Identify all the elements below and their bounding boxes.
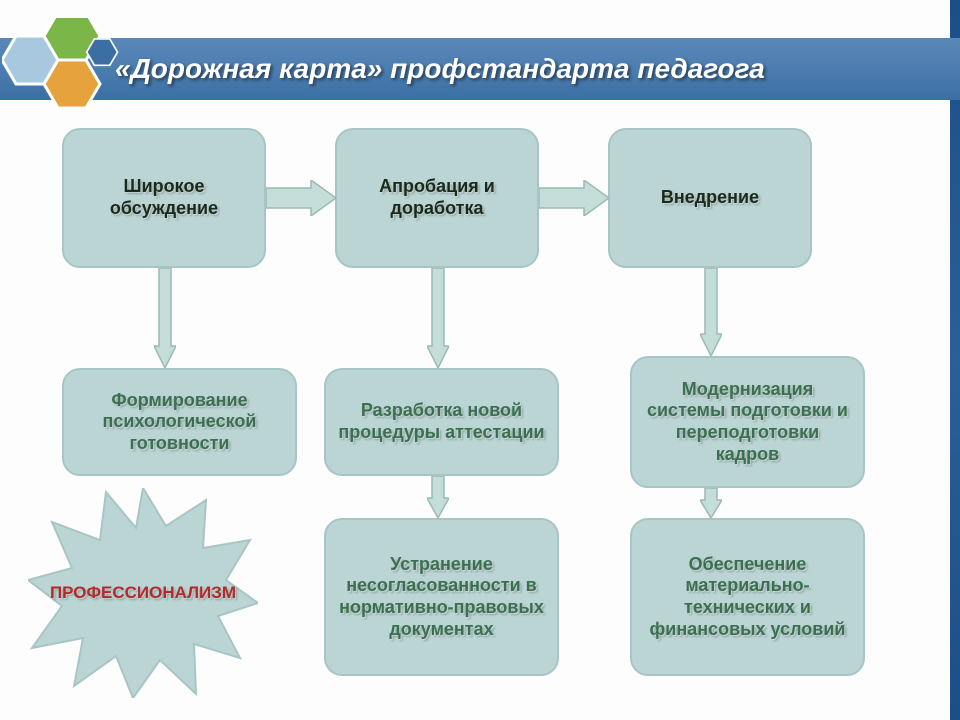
arrow-v-2 [427, 268, 449, 368]
arrow-v-3 [700, 268, 722, 356]
arrow-h-1 [266, 180, 336, 216]
arrow-h-2 [539, 180, 609, 216]
node-label: Апробация и доработка [347, 176, 527, 219]
page-title: «Дорожная карта» профстандарта педагога [115, 53, 765, 85]
node-n6: Модернизация системы подготовки и перепо… [630, 356, 865, 488]
node-n4: Формирование психологической готовности [62, 368, 297, 476]
node-n8: Обеспечение материально-технических и фи… [630, 518, 865, 676]
node-label: Широкое обсуждение [74, 176, 254, 219]
starburst-callout: ПРОФЕССИОНАЛИЗМ [28, 488, 258, 698]
node-n5: Разработка новой процедуры аттестации [324, 368, 559, 476]
node-n1: Широкое обсуждение [62, 128, 266, 268]
right-accent-strip [950, 0, 960, 720]
arrow-v-5 [700, 488, 722, 518]
node-n7: Устранение несогласованности в нормативн… [324, 518, 559, 676]
node-label: Устранение несогласованности в нормативн… [336, 554, 547, 640]
starburst-label: ПРОФЕССИОНАЛИЗМ [28, 488, 258, 698]
node-label: Внедрение [661, 187, 759, 209]
node-label: Обеспечение материально-технических и фи… [642, 554, 853, 640]
node-n2: Апробация и доработка [335, 128, 539, 268]
arrow-v-1 [154, 268, 176, 368]
title-band: «Дорожная карта» профстандарта педагога [0, 38, 960, 100]
node-label: Формирование психологической готовности [74, 390, 285, 455]
node-n3: Внедрение [608, 128, 812, 268]
node-label: Разработка новой процедуры аттестации [336, 400, 547, 443]
node-label: Модернизация системы подготовки и перепо… [642, 379, 853, 465]
arrow-v-4 [427, 476, 449, 518]
hex-decoration [2, 18, 122, 118]
